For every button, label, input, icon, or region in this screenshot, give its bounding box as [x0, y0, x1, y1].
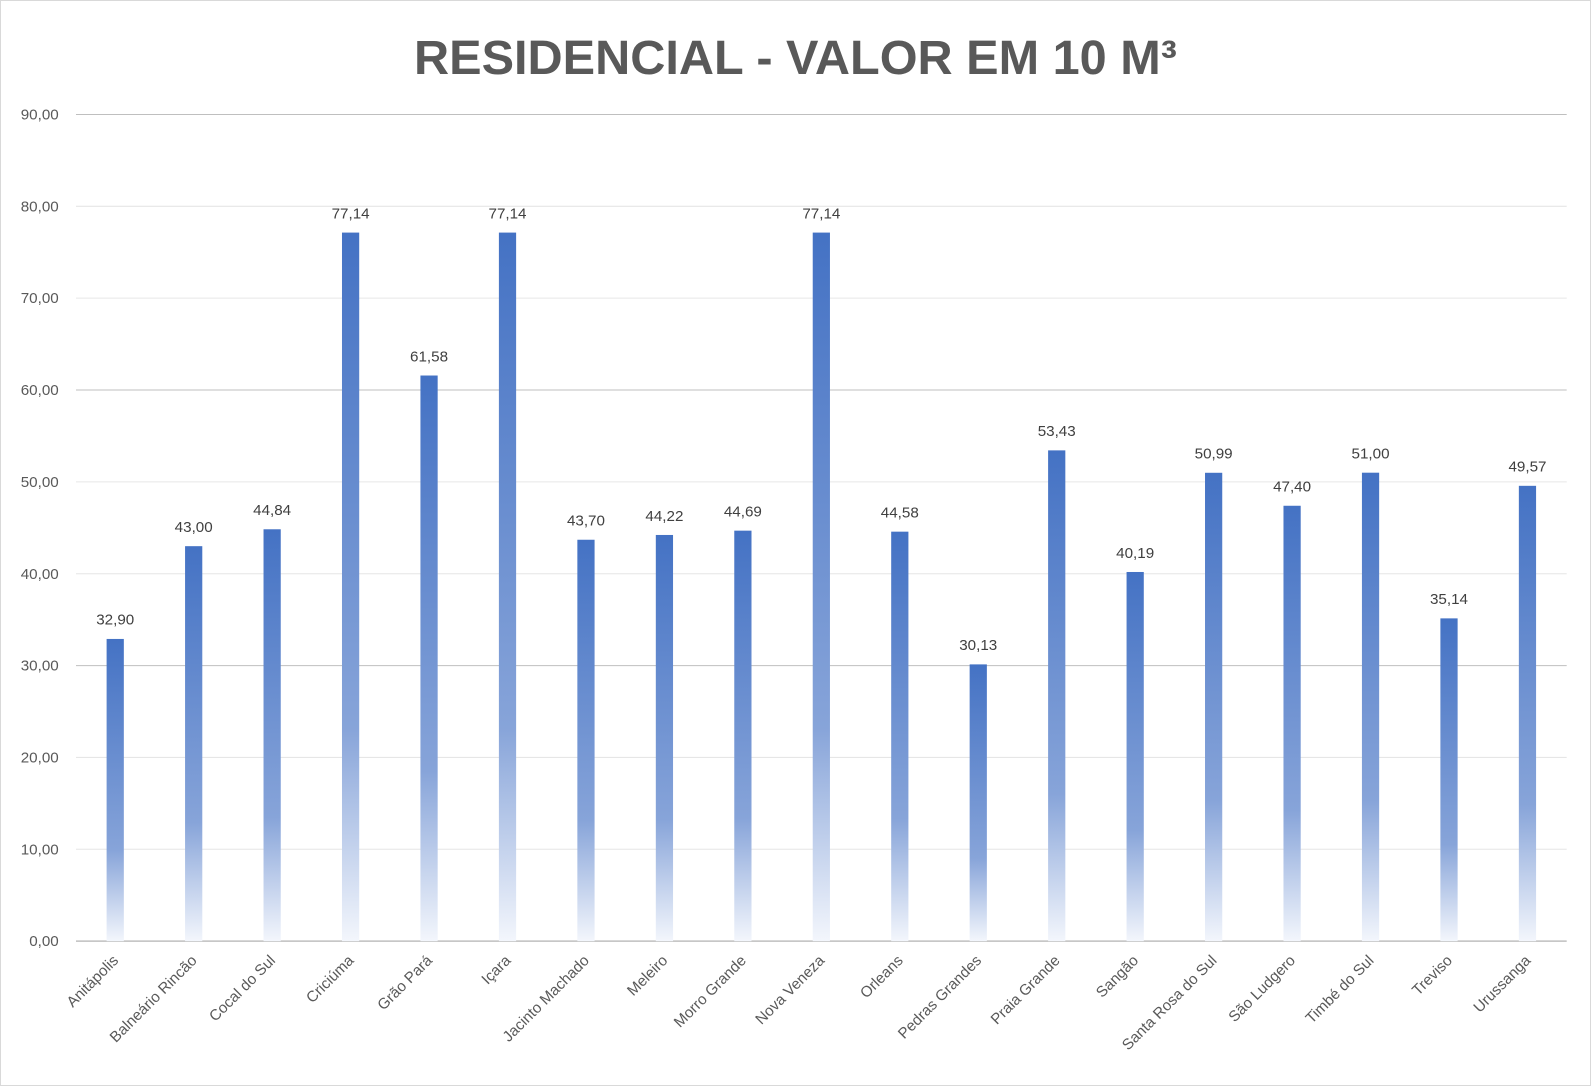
y-tick-label: 0,00	[29, 933, 59, 950]
x-tick-label: Balneário Rincão	[107, 952, 201, 1046]
bar	[1518, 485, 1537, 942]
x-tick-label: Praia Grande	[988, 952, 1064, 1028]
bar	[1048, 450, 1066, 942]
data-label: 44,84	[253, 502, 291, 519]
bar	[1283, 505, 1301, 942]
x-tick-label: Urussanga	[1470, 952, 1534, 1016]
x-tick-label: Içara	[478, 952, 514, 988]
data-label: 40,19	[1116, 545, 1154, 562]
data-label: 43,70	[567, 513, 605, 530]
y-axis: 0,00 10,00 20,00 30,00 40,00 50,00 60,00 70,00 8…	[21, 107, 59, 951]
data-label: 43,00	[175, 519, 213, 536]
data-label: 61,58	[410, 348, 448, 365]
bar	[1440, 618, 1458, 942]
x-tick-label: Grão Pará	[374, 952, 436, 1014]
data-label: 44,58	[881, 504, 919, 521]
x-tick-label: Meleiro	[624, 952, 671, 999]
bar	[891, 531, 909, 942]
bar	[1126, 571, 1144, 942]
data-label: 77,14	[488, 205, 526, 222]
x-tick-label: Jacinto Machado	[500, 952, 593, 1045]
bar	[498, 232, 517, 942]
data-label: 49,57	[1508, 459, 1546, 476]
bar	[655, 534, 674, 942]
data-label: 50,99	[1195, 446, 1233, 463]
bars: 32,90 43,00 44,84 77,14 61,58 77,14 43,70 44,22…	[96, 205, 1546, 942]
x-tick-label: Sangão	[1093, 952, 1142, 1001]
y-tick-label: 80,00	[21, 198, 59, 215]
data-label: 35,14	[1430, 591, 1468, 608]
x-tick-label: Morro Grande	[671, 952, 750, 1031]
y-tick-label: 40,00	[21, 566, 59, 583]
y-tick-label: 50,00	[21, 474, 59, 491]
data-label: 30,13	[959, 637, 997, 654]
data-label: 44,69	[724, 503, 762, 520]
x-tick-label: Criciúma	[303, 952, 358, 1007]
bar	[420, 375, 438, 942]
x-tick-label: Pedras Grandes	[895, 952, 986, 1042]
data-label: 53,43	[1038, 423, 1076, 440]
data-label: 51,00	[1352, 446, 1390, 463]
x-tick-label: Orleans	[857, 952, 907, 1002]
y-tick-label: 90,00	[21, 107, 59, 124]
data-label: 47,40	[1273, 479, 1311, 496]
bar	[812, 232, 830, 942]
bar	[577, 539, 595, 942]
y-tick-label: 60,00	[21, 382, 59, 399]
bar	[185, 546, 203, 942]
x-tick-label: Nova Veneza	[752, 952, 828, 1028]
y-tick-label: 10,00	[21, 841, 59, 858]
y-tick-label: 30,00	[21, 658, 59, 675]
data-label: 77,14	[332, 205, 370, 222]
bar	[1361, 472, 1380, 942]
x-tick-label: Timbé do Sul	[1303, 952, 1378, 1027]
bar	[1205, 472, 1223, 942]
bar	[106, 638, 124, 942]
bar	[969, 664, 987, 942]
bar	[734, 530, 752, 942]
chart-title: RESIDENCIAL - VALOR EM 10 M³	[414, 31, 1177, 85]
x-tick-label: Treviso	[1409, 952, 1456, 999]
y-tick-label: 70,00	[21, 290, 59, 307]
data-label: 32,90	[96, 612, 134, 629]
x-tick-label: Anitápolis	[64, 952, 123, 1011]
y-tick-label: 20,00	[21, 750, 59, 767]
data-label: 77,14	[802, 205, 840, 222]
bar	[263, 529, 281, 942]
bar	[341, 232, 360, 942]
data-label: 44,22	[645, 508, 683, 525]
x-tick-label: São Ludgero	[1225, 952, 1299, 1026]
x-tick-label: Cocal do Sul	[206, 952, 279, 1025]
